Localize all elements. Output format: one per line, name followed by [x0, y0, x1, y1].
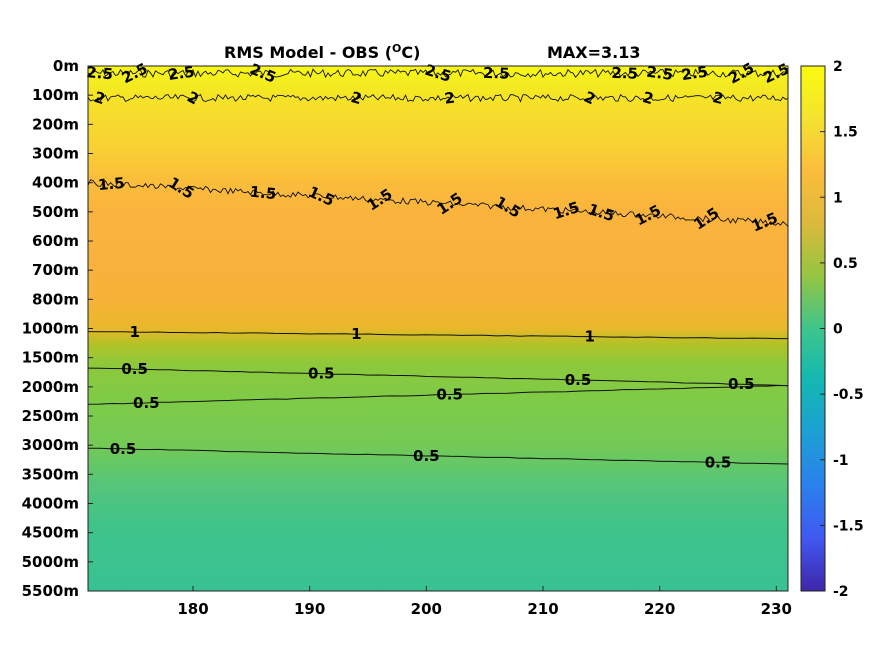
contour-line [87, 331, 788, 340]
contour-line [88, 447, 789, 465]
contour-label: 2 [443, 89, 456, 108]
contour-label: 1 [129, 323, 139, 341]
chart-title-main: RMS Model - OBS ( [224, 43, 392, 62]
colorbar-tick-label: 1 [833, 190, 843, 206]
y-tick-label: 300m [32, 145, 79, 163]
contour-label: 2.5 [483, 64, 510, 83]
contour-label: 2 [711, 88, 726, 108]
y-tick-label: 3000m [22, 436, 79, 454]
y-tick-label: 0m [53, 57, 79, 75]
colorbar-tick-label: 1.5 [833, 125, 858, 141]
contour-label: 1.5 [249, 183, 277, 204]
x-tick-label: 180 [177, 600, 208, 618]
heatmap-field [88, 66, 788, 591]
y-tick-label: 1000m [22, 320, 79, 338]
y-tick-label: 200m [32, 115, 79, 133]
colorbar-tick-label: -1.5 [833, 518, 864, 534]
contour-label: 1 [351, 325, 361, 343]
contour-label: 0.5 [110, 440, 137, 458]
chart-title-unit-superscript: O [392, 42, 401, 55]
x-tick-label: 200 [411, 600, 442, 618]
contour-label: 1 [584, 328, 594, 346]
colorbar: 2 1.5 1 0.5 0 -0.5 -1 -1.5 -2 [800, 59, 864, 600]
y-tick-label: 800m [32, 290, 79, 308]
colorbar-tick-label: -2 [833, 584, 849, 600]
contour-lines [87, 68, 789, 465]
x-tick-label: 220 [644, 600, 675, 618]
contour-label: 2.5 [645, 63, 674, 84]
contour-label: 0.5 [565, 371, 592, 389]
y-tick-label: 400m [32, 174, 79, 192]
chart-title: RMS Model - OBS (OC) [224, 42, 420, 62]
y-tick-label: 2000m [22, 378, 79, 396]
contour-labels: 2.5 2.5 2.5 2.5 2.5 2.5 2.5 2.5 2.5 2.5 2.52 2 2 2 2 2 2… [86, 59, 792, 472]
y-tick-label: 500m [32, 203, 79, 221]
contour-label: 0.5 [705, 454, 732, 472]
contour-line [87, 93, 789, 103]
contour-label: 0.5 [728, 375, 755, 393]
contour-line [87, 367, 789, 387]
colorbar-tick-label: 2 [833, 59, 843, 75]
contour-label: 2.5 [86, 63, 114, 83]
x-tick-label: 230 [761, 600, 792, 618]
y-tick-label: 4500m [22, 524, 79, 542]
y-tick-label: 3500m [22, 465, 79, 483]
contour-label: 2.5 [611, 64, 638, 83]
contour-label: 0.5 [121, 360, 148, 378]
y-tick-label: 600m [32, 232, 79, 250]
contour-line [87, 385, 789, 405]
x-tick-label: 210 [527, 600, 558, 618]
x-axis: 180 190 200 210 220 230 [177, 586, 792, 618]
contour-label: 0.5 [413, 447, 440, 465]
contour-label: 0.5 [436, 386, 463, 404]
contour-line [87, 179, 789, 227]
chart-title-unit-suffix: C) [401, 43, 420, 62]
y-tick-label: 1500m [22, 349, 79, 367]
contour-label: 2 [349, 88, 364, 108]
x-tick-label: 190 [294, 600, 325, 618]
plot-area: 2.5 2.5 2.5 2.5 2.5 2.5 2.5 2.5 2.5 2.5 2.52 2 2 2 2 2 2… [86, 59, 792, 592]
y-tick-label: 700m [32, 261, 79, 279]
contour-label: 2.5 [167, 63, 196, 84]
contour-label: 2.5 [680, 63, 709, 85]
y-tick-label: 2500m [22, 407, 79, 425]
y-tick-label: 100m [32, 86, 79, 104]
contour-label: 1.5 [97, 174, 125, 194]
y-tick-label: 5500m [22, 582, 79, 600]
y-tick-label: 4000m [22, 495, 79, 513]
colorbar-tick-label: 0 [833, 322, 843, 338]
contour-label: 0.5 [133, 394, 160, 412]
contour-label: 0.5 [308, 365, 335, 383]
colorbar-ticks: 2 1.5 1 0.5 0 -0.5 -1 -1.5 -2 [820, 59, 864, 600]
y-axis: 0m 100m 200m 300m 400m 500m 600m 700m 800m 1000m 1… [22, 57, 93, 600]
colorbar-tick-label: -0.5 [833, 387, 864, 403]
max-label: MAX=3.13 [547, 43, 641, 62]
colorbar-tick-label: -1 [833, 453, 849, 469]
contour-label: 2 [641, 88, 656, 108]
colorbar-tick-label: 0.5 [833, 256, 858, 272]
contour-line [87, 68, 789, 79]
contour-label: 2 [92, 88, 107, 108]
y-tick-label: 5000m [22, 553, 79, 571]
